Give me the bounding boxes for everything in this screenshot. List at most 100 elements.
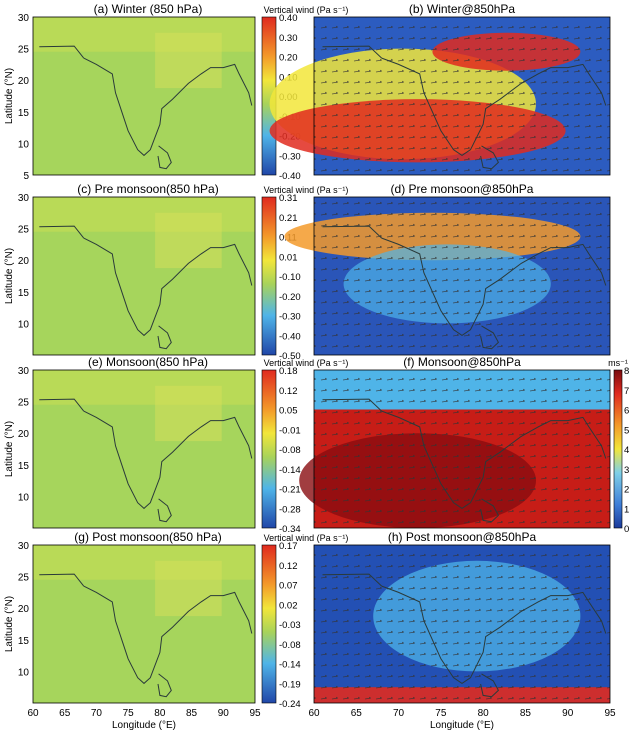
colorbar: [261, 544, 277, 704]
speed-colorbar-tick: 5: [624, 425, 629, 436]
lanka-line: [480, 673, 500, 698]
panel-title: (f) Monsoon@850hPa: [403, 355, 521, 369]
y-tick-label: 15: [18, 636, 30, 647]
x-tick-label: 95: [249, 708, 261, 719]
panel-title: (e) Monsoon(850 hPa): [88, 355, 208, 369]
panel-title: (d) Pre monsoon@850hPa: [391, 182, 534, 196]
y-tick-label: 20: [18, 429, 30, 440]
y-axis-label: Latitude (°N): [4, 596, 15, 652]
y-tick-label: 30: [18, 366, 30, 377]
y-tick-label: 20: [18, 604, 30, 615]
coast-line: [381, 57, 607, 157]
x-tick-label: 90: [218, 708, 230, 719]
colorbar-tick-label: 0.17: [279, 541, 298, 552]
north-line: [322, 573, 383, 587]
wind-vectors: [314, 197, 610, 355]
colorbar-tick-label: -0.40: [279, 331, 301, 342]
coast-line: [83, 585, 253, 685]
north-line: [39, 573, 85, 587]
y-tick-label: 30: [18, 541, 30, 552]
panel-frame: [313, 369, 611, 529]
colorbar-tick-label: -0.24: [279, 699, 301, 710]
wind-vectors: [314, 370, 610, 528]
speed-colorbar-tick: 4: [624, 445, 629, 456]
colorbar-tick-label: -0.08: [279, 640, 301, 651]
y-tick-label: 25: [18, 573, 30, 584]
colorbar-label: Vertical wind (Pa s⁻¹): [264, 5, 349, 15]
lanka-line: [157, 145, 172, 170]
colorbar-label: Vertical wind (Pa s⁻¹): [264, 185, 349, 195]
panel-frame: [313, 196, 611, 356]
x-tick-label: 60: [27, 708, 39, 719]
colorbar-tick-label: 0.21: [279, 213, 298, 224]
panel-title: (b) Winter@850hPa: [409, 2, 516, 16]
coast-line: [381, 410, 607, 510]
x-axis-label: Longitude (°E): [112, 720, 176, 730]
x-tick-label: 75: [123, 708, 135, 719]
colorbar-tick-label: -0.28: [279, 504, 301, 515]
panel-frame: [313, 544, 611, 704]
colorbar-tick-label: -0.01: [279, 425, 301, 436]
y-tick-label: 15: [18, 288, 30, 299]
lanka-line: [157, 498, 172, 523]
x-tick-label: 70: [393, 708, 405, 719]
colorbar: [261, 369, 277, 529]
field-band: [155, 212, 222, 269]
y-tick-label: 10: [18, 667, 30, 678]
x-tick-label: 75: [435, 708, 447, 719]
north-line: [322, 398, 383, 412]
x-tick-label: 90: [562, 708, 574, 719]
y-axis-label: Latitude (°N): [4, 248, 15, 304]
panel-frame: [32, 16, 256, 176]
north-line: [39, 398, 85, 412]
colorbar-tick-label: -0.08: [279, 445, 301, 456]
y-tick-label: 20: [18, 256, 30, 267]
y-tick-label: 5: [23, 171, 29, 182]
y-tick-label: 20: [18, 76, 30, 87]
colorbar-tick-label: -0.10: [279, 272, 301, 283]
north-line: [322, 225, 383, 239]
colorbar-tick-label: -0.30: [279, 151, 301, 162]
y-tick-label: 10: [18, 319, 30, 330]
y-tick-label: 10: [18, 139, 30, 150]
y-axis-label: Latitude (°N): [4, 421, 15, 477]
x-tick-label: 80: [154, 708, 166, 719]
x-tick-label: 60: [308, 708, 320, 719]
north-line: [322, 45, 383, 59]
y-tick-label: 25: [18, 45, 30, 56]
field-band: [155, 560, 222, 617]
lanka-line: [157, 325, 172, 350]
field-band: [155, 32, 222, 89]
x-tick-label: 65: [351, 708, 363, 719]
x-tick-label: 80: [478, 708, 490, 719]
speed-colorbar-tick: 1: [624, 504, 629, 515]
x-tick-label: 85: [520, 708, 532, 719]
field-band: [155, 385, 222, 442]
colorbar-tick-label: 0.31: [279, 193, 298, 204]
x-tick-label: 70: [91, 708, 103, 719]
colorbar-tick-label: 0.05: [279, 406, 298, 417]
colorbar-label: Vertical wind (Pa s⁻¹): [264, 533, 349, 543]
lanka-line: [157, 673, 172, 698]
colorbar-tick-label: -0.14: [279, 465, 301, 476]
lanka-line: [480, 145, 500, 170]
speed-colorbar: [613, 369, 623, 529]
coast-line: [381, 585, 607, 685]
wind-vectors: [314, 545, 610, 703]
colorbar-tick-label: 0.30: [279, 33, 298, 44]
panel-frame: [32, 544, 256, 704]
colorbar-tick-label: 0.20: [279, 53, 298, 64]
north-line: [39, 45, 85, 59]
y-tick-label: 30: [18, 193, 30, 204]
wind-vectors: [314, 17, 610, 175]
y-tick-label: 30: [18, 13, 30, 24]
x-axis-label: Longitude (°E): [430, 720, 494, 730]
north-line: [39, 225, 85, 239]
y-tick-label: 15: [18, 108, 30, 119]
lanka-line: [480, 325, 500, 350]
coast-line: [381, 237, 607, 337]
colorbar-tick-label: -0.40: [279, 171, 301, 182]
speed-colorbar-tick: 3: [624, 465, 629, 476]
panel-frame: [32, 196, 256, 356]
